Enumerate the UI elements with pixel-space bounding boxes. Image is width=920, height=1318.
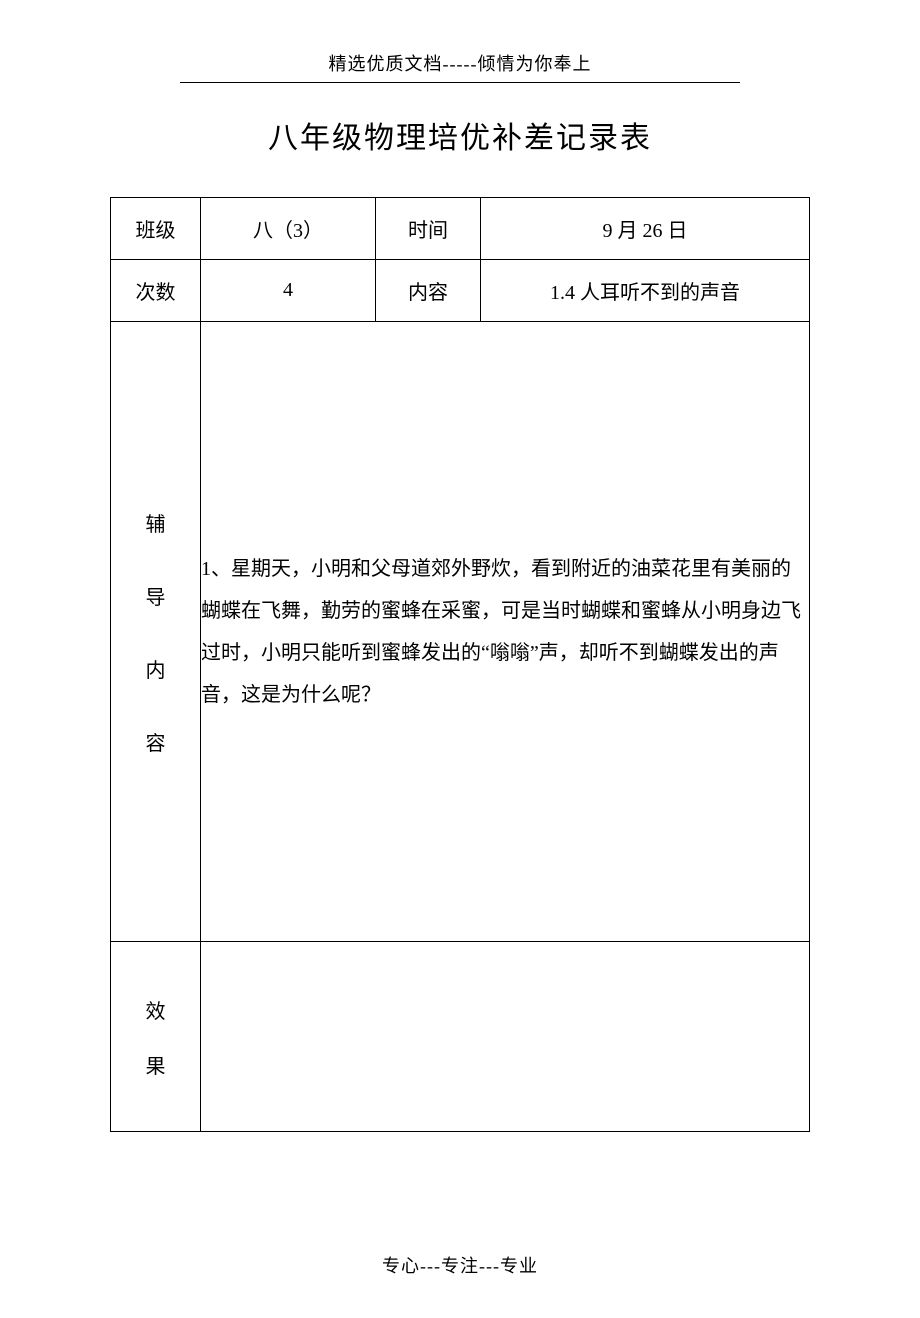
label-char: 容 [111, 727, 200, 756]
record-table: 班级 八（3） 时间 9 月 26 日 次数 4 内容 1.4 人耳听不到的声音… [110, 197, 810, 1132]
value-subject: 1.4 人耳听不到的声音 [481, 260, 810, 322]
table-row: 辅 导 内 容 1、星期天，小明和父母道郊外野炊，看到附近的油菜花里有美丽的蝴蝶… [111, 322, 810, 942]
table-row: 班级 八（3） 时间 9 月 26 日 [111, 198, 810, 260]
label-char: 内 [111, 654, 200, 683]
label-char: 效 [111, 995, 200, 1024]
label-number: 次数 [111, 260, 201, 322]
label-time: 时间 [376, 198, 481, 260]
table-row: 次数 4 内容 1.4 人耳听不到的声音 [111, 260, 810, 322]
page-footer: 专心---专注---专业 [110, 1252, 810, 1278]
document-page: 精选优质文档-----倾情为你奉上 八年级物理培优补差记录表 班级 八（3） 时… [0, 0, 920, 1318]
value-time: 9 月 26 日 [481, 198, 810, 260]
page-header: 精选优质文档-----倾情为你奉上 [180, 50, 740, 83]
value-number: 4 [201, 260, 376, 322]
label-char: 辅 [111, 508, 200, 537]
value-class: 八（3） [201, 198, 376, 260]
table-row: 效 果 [111, 942, 810, 1132]
tutoring-content-cell: 1、星期天，小明和父母道郊外野炊，看到附近的油菜花里有美丽的蝴蝶在飞舞，勤劳的蜜… [201, 322, 810, 942]
label-subject: 内容 [376, 260, 481, 322]
question-text: 1、星期天，小明和父母道郊外野炊，看到附近的油菜花里有美丽的蝴蝶在飞舞，勤劳的蜜… [201, 548, 809, 716]
label-tutoring-content: 辅 导 内 容 [111, 322, 201, 942]
label-char: 导 [111, 581, 200, 610]
document-title: 八年级物理培优补差记录表 [110, 113, 810, 157]
label-char: 果 [111, 1050, 200, 1079]
effect-content-cell [201, 942, 810, 1132]
label-class: 班级 [111, 198, 201, 260]
label-effect: 效 果 [111, 942, 201, 1132]
